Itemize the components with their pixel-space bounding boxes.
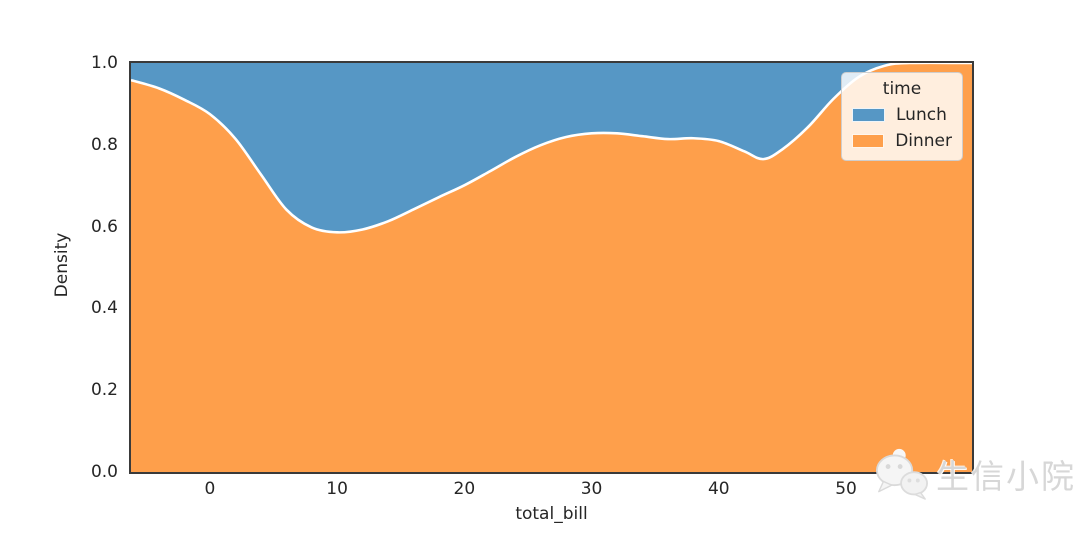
y-axis-title: Density: [52, 232, 72, 298]
plot-area: time Lunch Dinner: [129, 61, 974, 474]
legend-title: time: [882, 79, 922, 99]
wechat-icon: [876, 448, 928, 500]
x-tick-label: 20: [453, 479, 476, 499]
legend-entry-lunch: Lunch: [852, 105, 952, 125]
dinner-swatch-icon: [852, 134, 885, 148]
lunch-swatch-icon: [852, 108, 885, 122]
legend-label-lunch: Lunch: [896, 105, 947, 125]
y-tick-label: 0.6: [90, 216, 118, 237]
y-tick-label: 0.4: [90, 298, 118, 319]
legend: time Lunch Dinner: [841, 72, 963, 161]
x-tick-label: 50: [835, 479, 857, 499]
legend-entry-dinner: Dinner: [852, 131, 952, 151]
x-tick-label: 10: [326, 479, 348, 499]
watermark: 生信小院: [874, 448, 1076, 500]
x-axis-title: total_bill: [515, 504, 588, 524]
x-tick-label: 40: [707, 479, 730, 499]
kde-fill-chart: [131, 63, 972, 472]
y-tick-label: 0.8: [90, 134, 118, 155]
y-tick-label: 0.2: [90, 380, 118, 401]
x-tick-label: 30: [580, 479, 603, 499]
dinner-area: [131, 63, 972, 472]
watermark-text: 生信小院: [936, 457, 1076, 496]
x-tick-label: 0: [204, 479, 216, 499]
legend-label-dinner: Dinner: [895, 131, 952, 151]
y-tick-label: 1.0: [90, 53, 118, 73]
density-boundary-curve: [131, 63, 972, 234]
y-tick-label: 0.0: [90, 462, 118, 482]
